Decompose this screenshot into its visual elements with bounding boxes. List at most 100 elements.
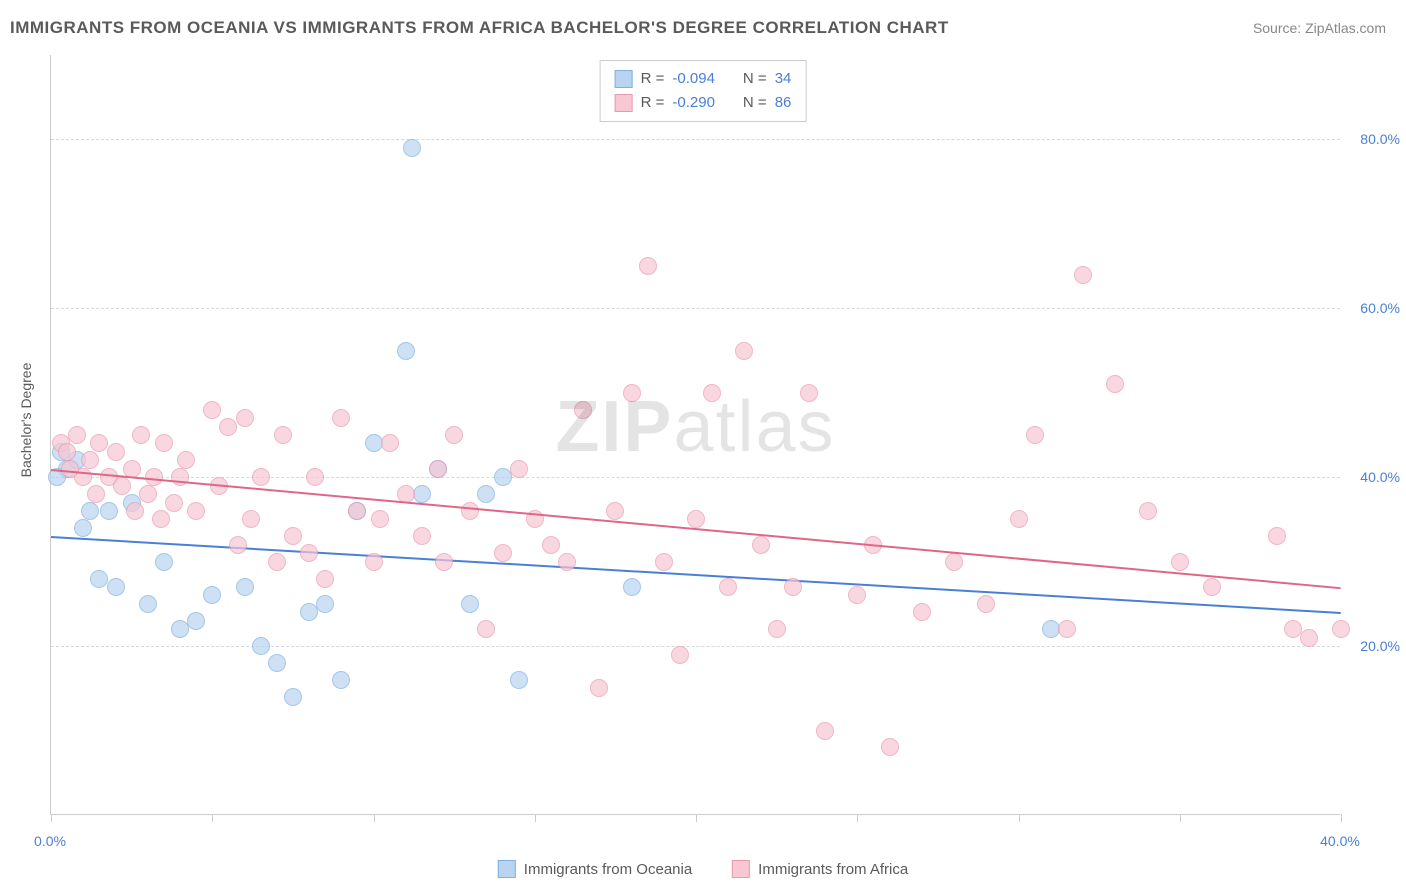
grid-line — [51, 477, 1340, 478]
data-point-africa — [365, 553, 383, 571]
y-axis-label: Bachelor's Degree — [18, 363, 34, 478]
data-point-africa — [494, 544, 512, 562]
data-point-oceania — [203, 586, 221, 604]
series-legend: Immigrants from Oceania Immigrants from A… — [498, 860, 908, 878]
data-point-africa — [87, 485, 105, 503]
trend-line-africa — [51, 469, 1341, 589]
data-point-africa — [1058, 620, 1076, 638]
data-point-oceania — [236, 578, 254, 596]
data-point-africa — [590, 679, 608, 697]
data-point-africa — [881, 738, 899, 756]
data-point-africa — [58, 443, 76, 461]
data-point-africa — [429, 460, 447, 478]
data-point-oceania — [397, 342, 415, 360]
data-point-africa — [381, 434, 399, 452]
data-point-oceania — [187, 612, 205, 630]
data-point-africa — [1106, 375, 1124, 393]
data-point-africa — [61, 460, 79, 478]
data-point-africa — [113, 477, 131, 495]
data-point-africa — [639, 257, 657, 275]
legend-r-value: -0.290 — [672, 91, 715, 115]
data-point-oceania — [494, 468, 512, 486]
x-tick-label: 40.0% — [1320, 833, 1360, 849]
data-point-africa — [945, 553, 963, 571]
x-tick — [51, 814, 52, 822]
data-point-africa — [219, 418, 237, 436]
data-point-africa — [152, 510, 170, 528]
data-point-africa — [187, 502, 205, 520]
data-point-africa — [1268, 527, 1286, 545]
data-point-oceania — [510, 671, 528, 689]
data-point-africa — [977, 595, 995, 613]
data-point-africa — [171, 468, 189, 486]
legend-n-value: 34 — [775, 67, 792, 91]
watermark: ZIPatlas — [555, 385, 835, 467]
legend-row-oceania: R = -0.094 N = 34 — [615, 67, 792, 91]
data-point-africa — [816, 722, 834, 740]
data-point-africa — [655, 553, 673, 571]
grid-line — [51, 139, 1340, 140]
y-tick-label: 20.0% — [1360, 638, 1400, 654]
legend-swatch — [732, 860, 750, 878]
legend-swatch — [498, 860, 516, 878]
y-tick-label: 80.0% — [1360, 131, 1400, 147]
x-tick — [212, 814, 213, 822]
x-tick-label: 0.0% — [34, 833, 66, 849]
legend-label: Immigrants from Oceania — [524, 861, 692, 878]
data-point-oceania — [268, 654, 286, 672]
data-point-africa — [606, 502, 624, 520]
data-point-africa — [784, 578, 802, 596]
data-point-africa — [81, 451, 99, 469]
data-point-africa — [913, 603, 931, 621]
data-point-africa — [1074, 266, 1092, 284]
x-tick — [535, 814, 536, 822]
data-point-oceania — [139, 595, 157, 613]
data-point-oceania — [284, 688, 302, 706]
x-tick — [1019, 814, 1020, 822]
grid-line — [51, 308, 1340, 309]
chart-title: IMMIGRANTS FROM OCEANIA VS IMMIGRANTS FR… — [10, 18, 949, 38]
x-tick — [1180, 814, 1181, 822]
data-point-africa — [510, 460, 528, 478]
legend-r-label: R = — [641, 67, 665, 91]
data-point-africa — [558, 553, 576, 571]
data-point-oceania — [155, 553, 173, 571]
data-point-africa — [1026, 426, 1044, 444]
data-point-africa — [1171, 553, 1189, 571]
data-point-africa — [687, 510, 705, 528]
data-point-africa — [1203, 578, 1221, 596]
data-point-africa — [703, 384, 721, 402]
data-point-oceania — [252, 637, 270, 655]
data-point-africa — [1139, 502, 1157, 520]
data-point-africa — [252, 468, 270, 486]
y-tick-label: 40.0% — [1360, 469, 1400, 485]
data-point-africa — [242, 510, 260, 528]
data-point-africa — [719, 578, 737, 596]
data-point-africa — [229, 536, 247, 554]
legend-n-value: 86 — [775, 91, 792, 115]
data-point-oceania — [461, 595, 479, 613]
data-point-africa — [332, 409, 350, 427]
legend-n-label: N = — [743, 67, 767, 91]
legend-r-value: -0.094 — [672, 67, 715, 91]
data-point-africa — [300, 544, 318, 562]
data-point-africa — [155, 434, 173, 452]
data-point-africa — [274, 426, 292, 444]
grid-line — [51, 646, 1340, 647]
source-attribution: Source: ZipAtlas.com — [1253, 20, 1386, 36]
data-point-africa — [752, 536, 770, 554]
data-point-africa — [671, 646, 689, 664]
data-point-africa — [1300, 629, 1318, 647]
data-point-africa — [139, 485, 157, 503]
data-point-oceania — [74, 519, 92, 537]
data-point-africa — [268, 553, 286, 571]
data-point-africa — [413, 527, 431, 545]
data-point-africa — [623, 384, 641, 402]
data-point-africa — [132, 426, 150, 444]
data-point-africa — [68, 426, 86, 444]
data-point-oceania — [100, 502, 118, 520]
legend-item: Immigrants from Africa — [732, 860, 908, 878]
legend-item: Immigrants from Oceania — [498, 860, 692, 878]
legend-swatch — [615, 94, 633, 112]
x-tick — [374, 814, 375, 822]
